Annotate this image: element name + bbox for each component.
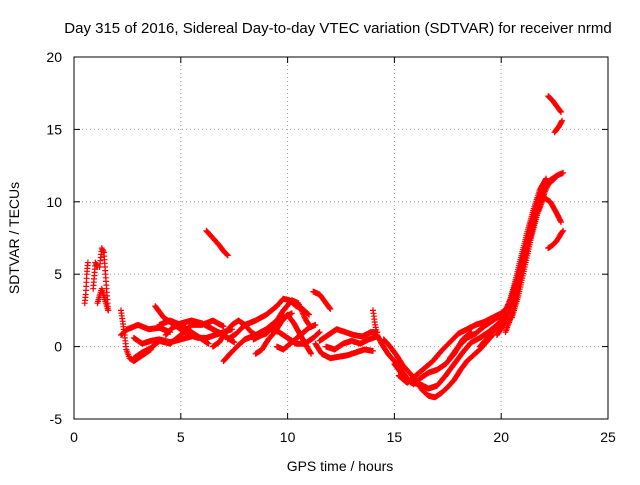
y-tick-label: 20 bbox=[46, 49, 62, 65]
plus-marker-point bbox=[502, 191, 547, 336]
plus-marker-point bbox=[323, 333, 381, 353]
plus-marker-point bbox=[310, 288, 334, 312]
plus-marker-point bbox=[395, 310, 505, 386]
plus-marker-point bbox=[446, 306, 509, 362]
plus-marker-point bbox=[273, 321, 319, 353]
satellite-track bbox=[81, 259, 91, 307]
y-tick-label: 0 bbox=[54, 339, 62, 355]
x-tick-label: 5 bbox=[177, 429, 185, 445]
plus-marker-point bbox=[545, 227, 567, 252]
plus-marker-point bbox=[90, 259, 101, 292]
data-points bbox=[81, 93, 567, 401]
plus-marker-point bbox=[94, 285, 112, 314]
plus-marker-point bbox=[224, 295, 312, 343]
satellite-track bbox=[310, 288, 334, 312]
plus-marker-point bbox=[203, 227, 231, 259]
plus-marker-point bbox=[316, 326, 381, 344]
satellite-track bbox=[545, 93, 564, 115]
y-tick-label: -5 bbox=[50, 411, 63, 427]
plus-marker-point bbox=[391, 321, 500, 392]
plus-marker-point bbox=[545, 93, 564, 115]
satellite-track bbox=[391, 321, 500, 392]
plus-marker-point bbox=[81, 259, 91, 307]
y-tick-label: 15 bbox=[46, 121, 62, 137]
satellite-track bbox=[316, 326, 381, 344]
x-tick-label: 0 bbox=[70, 429, 78, 445]
satellite-track bbox=[446, 306, 509, 362]
plus-marker-point bbox=[250, 326, 323, 347]
y-tick-label: 10 bbox=[46, 194, 62, 210]
plot-frame bbox=[73, 56, 609, 420]
satellite-track bbox=[250, 326, 323, 347]
satellite-track bbox=[224, 295, 312, 343]
satellite-track bbox=[273, 321, 319, 353]
x-axis-label: GPS time / hours bbox=[287, 458, 394, 474]
satellite-track bbox=[94, 285, 112, 314]
plus-marker-point bbox=[551, 117, 566, 136]
chart-title: Day 315 of 2016, Sidereal Day-to-day VTE… bbox=[64, 20, 611, 37]
x-tick-label: 25 bbox=[600, 429, 616, 445]
satellite-track bbox=[395, 310, 505, 386]
satellite-track bbox=[545, 227, 567, 252]
satellite-track bbox=[551, 117, 566, 136]
satellite-track bbox=[203, 227, 231, 259]
plus-marker-point bbox=[498, 175, 550, 328]
satellite-track bbox=[323, 333, 381, 353]
y-axis-label: SDTVAR / TECUs bbox=[6, 182, 22, 294]
x-tick-label: 10 bbox=[280, 429, 296, 445]
x-tick-label: 20 bbox=[493, 429, 509, 445]
x-tick-label: 15 bbox=[387, 429, 403, 445]
satellite-track bbox=[498, 175, 550, 328]
y-tick-label: 5 bbox=[54, 266, 62, 282]
satellite-track bbox=[90, 259, 101, 292]
satellite-track bbox=[502, 191, 547, 336]
plus-marker-point bbox=[312, 340, 376, 362]
satellite-track bbox=[312, 340, 376, 362]
